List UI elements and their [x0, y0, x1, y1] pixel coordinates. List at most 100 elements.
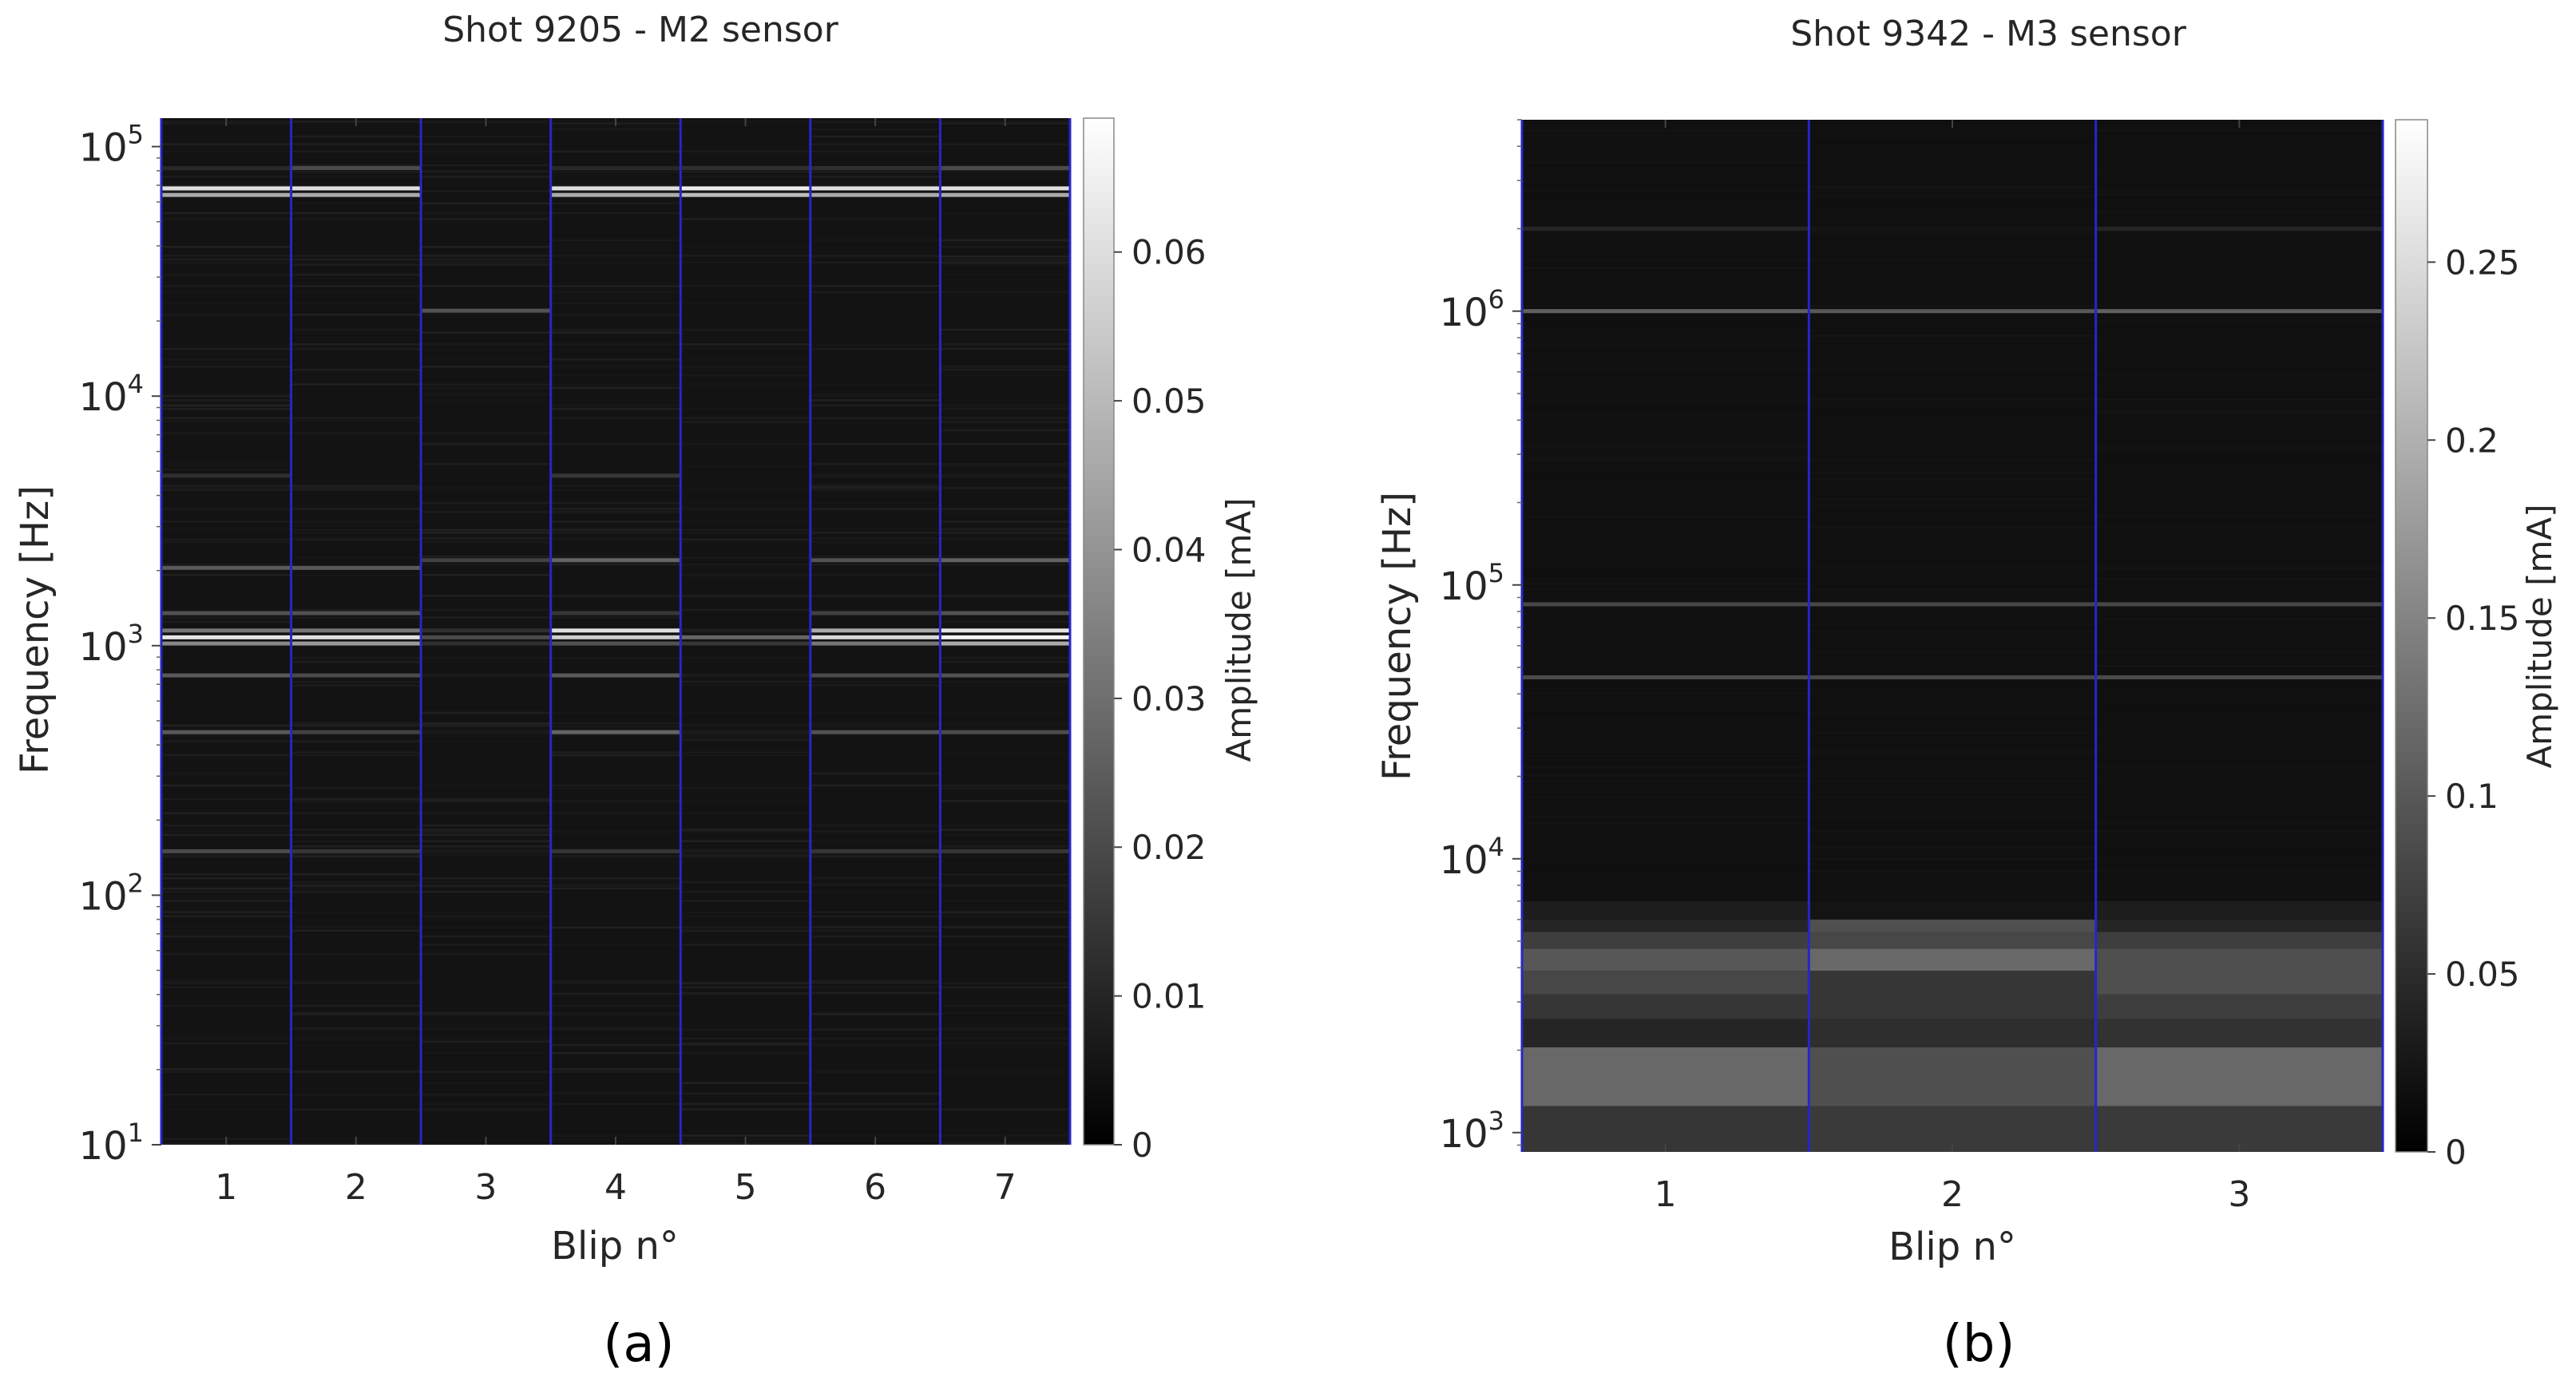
- heatmap-noise: [550, 184, 681, 188]
- heatmap-noise: [1809, 133, 2096, 136]
- heatmap-noise: [1809, 895, 2096, 898]
- heatmap-noise: [421, 911, 551, 913]
- heatmap-line-cell: [810, 849, 941, 853]
- heatmap-noise: [550, 399, 681, 402]
- heatmap-noise: [680, 508, 810, 510]
- heatmap-noise: [680, 255, 810, 257]
- heatmap-noise: [421, 358, 551, 361]
- heatmap-noise: [421, 881, 551, 884]
- heatmap-noise: [680, 489, 810, 491]
- heatmap-line-cell: [421, 473, 551, 478]
- heatmap-noise: [1809, 194, 2096, 197]
- heatmap-noise: [810, 255, 941, 257]
- heatmap-noise: [940, 245, 1070, 248]
- heatmap-noise: [940, 740, 1070, 742]
- heatmap-noise: [161, 1004, 291, 1007]
- heatmap-line-cell: [161, 611, 291, 615]
- heatmap-band-cell: [1522, 971, 1809, 995]
- heatmap-noise: [810, 528, 941, 532]
- heatmap-noise: [1522, 458, 1809, 461]
- heatmap-noise: [2095, 449, 2383, 453]
- heatmap-noise: [1809, 410, 2096, 414]
- heatmap-line-cell: [161, 308, 291, 313]
- heatmap-line-cell: [680, 558, 810, 563]
- heatmap-noise: [1522, 857, 1809, 861]
- heatmap-noise: [291, 722, 422, 725]
- heatmap-noise: [940, 944, 1070, 946]
- heatmap-noise: [1522, 846, 1809, 849]
- heatmap-noise: [421, 164, 551, 167]
- heatmap-noise: [2095, 203, 2383, 206]
- heatmap-noise: [291, 873, 422, 876]
- heatmap-noise: [161, 407, 291, 410]
- colorbar-tick-label: 0.06: [1131, 233, 1207, 272]
- heatmap-noise: [810, 881, 941, 884]
- heatmap-noise: [1809, 796, 2096, 799]
- heatmap-line-cell: [550, 473, 681, 478]
- heatmap-noise: [550, 442, 681, 445]
- heatmap-noise: [940, 887, 1070, 890]
- heatmap-noise: [680, 528, 810, 532]
- heatmap-noise: [680, 1043, 810, 1047]
- heatmap-noise: [421, 532, 551, 534]
- heatmap-noise: [291, 740, 422, 742]
- heatmap-noise: [2095, 618, 2383, 620]
- heatmap-noise: [421, 212, 551, 215]
- heatmap-noise: [421, 486, 551, 489]
- heatmap-noise: [421, 1051, 551, 1055]
- colorbar-tick-label: 0.05: [1131, 382, 1207, 421]
- heatmap-noise: [940, 538, 1070, 541]
- heatmap-noise: [421, 218, 551, 220]
- heatmap-noise: [2095, 631, 2383, 634]
- heatmap-noise: [1809, 329, 2096, 331]
- heatmap-noise: [1809, 258, 2096, 261]
- heatmap-line-cell: [550, 849, 681, 853]
- y-axis-label: Frequency [Hz]: [1375, 492, 1420, 781]
- colorbar-label: Amplitude [mA]: [2520, 505, 2559, 769]
- heatmap-noise: [2095, 189, 2383, 192]
- heatmap-noise: [2095, 403, 2383, 406]
- heatmap-noise: [161, 302, 291, 305]
- heatmap-noise: [550, 1102, 681, 1106]
- heatmap-noise: [1809, 752, 2096, 755]
- heatmap-noise: [421, 202, 551, 205]
- heatmap-noise: [810, 169, 941, 172]
- heatmap-line-cell: [680, 730, 810, 734]
- colorbar-tick-label: 0.05: [2445, 955, 2520, 994]
- heatmap-noise: [421, 1040, 551, 1043]
- heatmap-line-cell: [940, 192, 1070, 197]
- heatmap-noise: [1809, 630, 2096, 633]
- heatmap-noise: [2095, 342, 2383, 345]
- heatmap-noise: [421, 255, 551, 257]
- heatmap-noise: [421, 855, 551, 858]
- heatmap-noise: [1809, 161, 2096, 164]
- heatmap-noise: [421, 915, 551, 918]
- heatmap-noise: [161, 184, 291, 188]
- heatmap-noise: [421, 884, 551, 888]
- heatmap-noise: [1522, 186, 1809, 189]
- heatmap-noise: [1809, 445, 2096, 447]
- heatmap-line-cell: [810, 565, 941, 570]
- heatmap-noise: [940, 840, 1070, 842]
- heatmap-noise: [2095, 578, 2383, 580]
- heatmap-noise: [161, 485, 291, 487]
- heatmap-noise: [291, 347, 422, 350]
- heatmap-noise: [2095, 850, 2383, 853]
- heatmap-noise: [1809, 785, 2096, 788]
- y-tick-label: 105: [1440, 558, 1504, 609]
- heatmap-band-cell: [1522, 994, 1809, 1019]
- heatmap-line-cell: [680, 166, 810, 171]
- x-axis-label: Blip n°: [1888, 1225, 2016, 1269]
- heatmap-noise: [1522, 578, 1809, 580]
- heatmap-noise: [940, 143, 1070, 145]
- heatmap-noise: [1522, 869, 1809, 873]
- heatmap-noise: [421, 890, 551, 893]
- heatmap-line-cell: [940, 473, 1070, 478]
- heatmap-noise: [810, 184, 941, 188]
- heatmap-noise: [161, 417, 291, 419]
- y-tick-label: 102: [79, 868, 144, 919]
- heatmap-noise: [810, 404, 941, 407]
- heatmap-line-cell: [291, 186, 422, 191]
- heatmap-noise: [550, 787, 681, 789]
- heatmap-line-cell: [680, 192, 810, 197]
